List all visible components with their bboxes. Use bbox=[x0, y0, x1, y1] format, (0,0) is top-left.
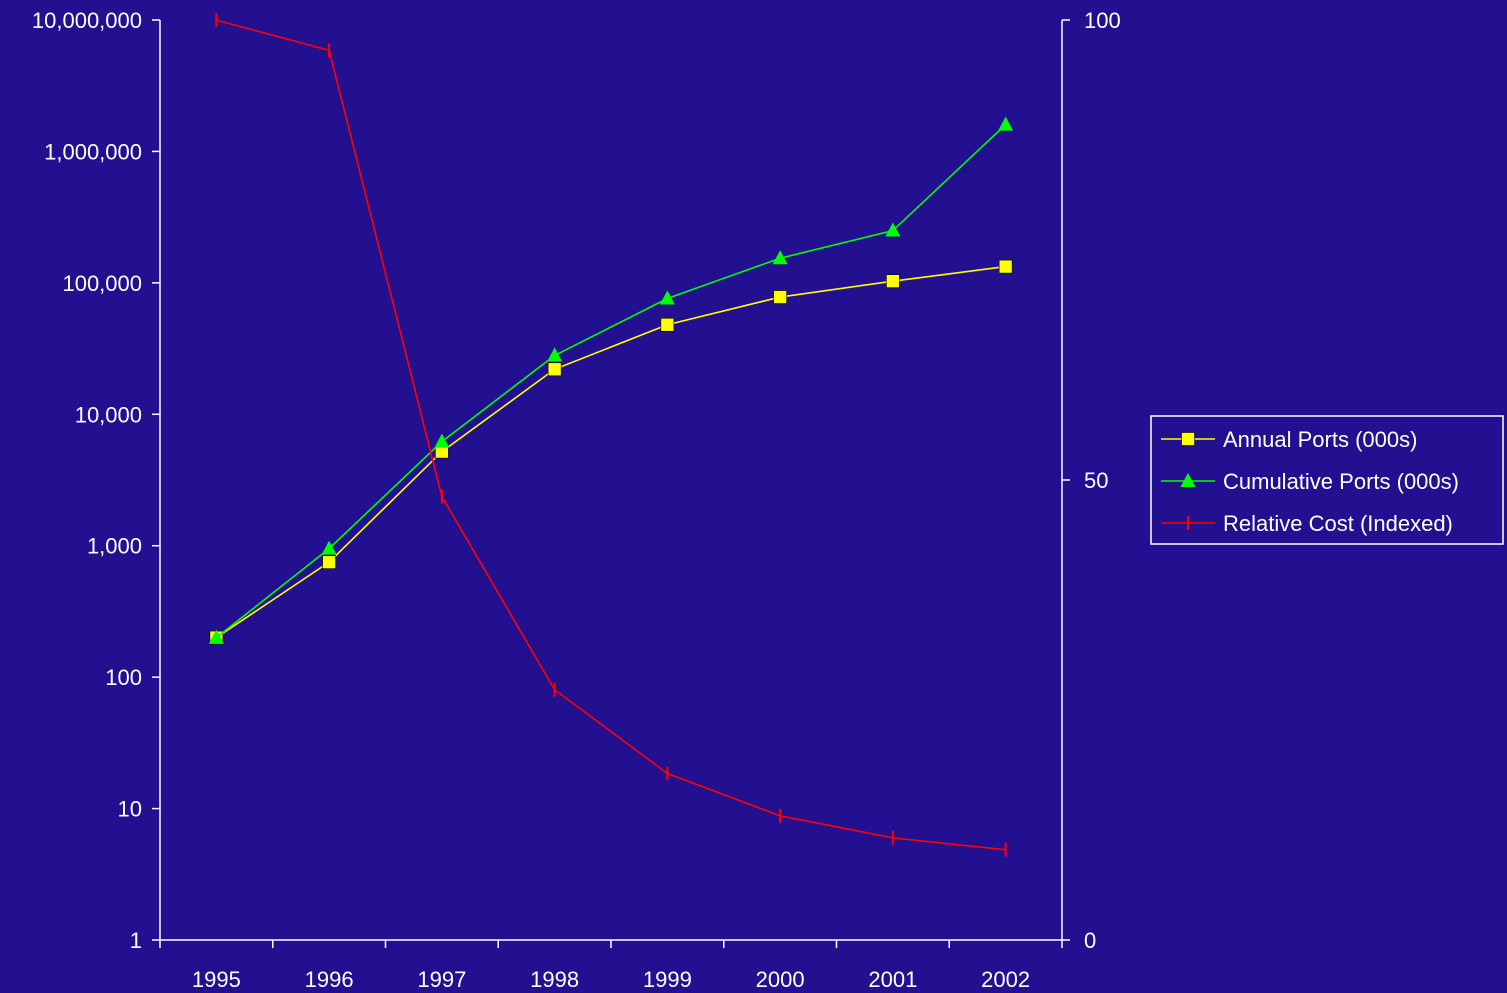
data-point bbox=[321, 540, 337, 555]
y-left-tick-label: 10,000 bbox=[75, 402, 142, 427]
data-point bbox=[772, 250, 788, 265]
y-left-tick-label: 10,000,000 bbox=[32, 8, 142, 33]
data-point bbox=[998, 116, 1014, 131]
legend: Annual Ports (000s) Cumulative Ports (000… bbox=[1150, 415, 1504, 545]
series-3 bbox=[215, 13, 1007, 857]
series-layer bbox=[208, 13, 1014, 857]
data-point bbox=[998, 259, 1013, 274]
legend-item: Cumulative Ports (000s) bbox=[1161, 469, 1459, 494]
y-left-tick-label: 10 bbox=[118, 797, 142, 822]
y-left-tick-label: 100 bbox=[105, 665, 142, 690]
data-point bbox=[659, 290, 675, 305]
legend-label: Relative Cost (Indexed) bbox=[1223, 511, 1453, 536]
x-tick-label: 2002 bbox=[981, 967, 1030, 992]
x-tick-label: 1997 bbox=[417, 967, 466, 992]
y-left-tick-label: 1,000 bbox=[87, 534, 142, 559]
y-right-tick-label: 100 bbox=[1084, 8, 1121, 33]
legend-label: Annual Ports (000s) bbox=[1223, 427, 1417, 452]
legend-item: Annual Ports (000s) bbox=[1161, 427, 1417, 452]
data-point bbox=[434, 433, 450, 448]
series-2 bbox=[208, 116, 1014, 644]
data-point bbox=[885, 222, 901, 237]
series-line bbox=[215, 265, 1006, 639]
x-tick-label: 2001 bbox=[868, 967, 917, 992]
legend-item: Relative Cost (Indexed) bbox=[1161, 511, 1453, 536]
y-left-tick-label: 1,000,000 bbox=[44, 139, 142, 164]
x-tick-label: 2000 bbox=[756, 967, 805, 992]
data-point bbox=[773, 290, 787, 304]
data-point bbox=[322, 555, 336, 569]
data-point bbox=[886, 274, 900, 288]
data-point bbox=[660, 317, 675, 332]
x-tick-label: 1998 bbox=[530, 967, 579, 992]
y-left-tick-label: 100,000 bbox=[62, 271, 142, 296]
x-tick-label: 1996 bbox=[305, 967, 354, 992]
data-point bbox=[547, 362, 562, 377]
series-1 bbox=[209, 259, 1013, 645]
x-tick-label: 1999 bbox=[643, 967, 692, 992]
series-line bbox=[216, 19, 1006, 851]
legend-swatch-marker bbox=[1181, 432, 1195, 446]
y-right-tick-label: 50 bbox=[1084, 468, 1108, 493]
y-right-tick-label: 0 bbox=[1084, 928, 1096, 953]
y-left-tick-label: 1 bbox=[130, 928, 142, 953]
data-point bbox=[547, 347, 563, 362]
legend-swatch-marker bbox=[1180, 473, 1196, 487]
series-line bbox=[215, 124, 1007, 639]
data-point bbox=[208, 629, 224, 644]
x-tick-label: 1995 bbox=[192, 967, 241, 992]
legend-label: Cumulative Ports (000s) bbox=[1223, 469, 1459, 494]
legend-box bbox=[1150, 415, 1504, 545]
axes: 1 10 100 1,000 10,000 100,000 1,000,000 10,000,… bbox=[32, 8, 1121, 992]
